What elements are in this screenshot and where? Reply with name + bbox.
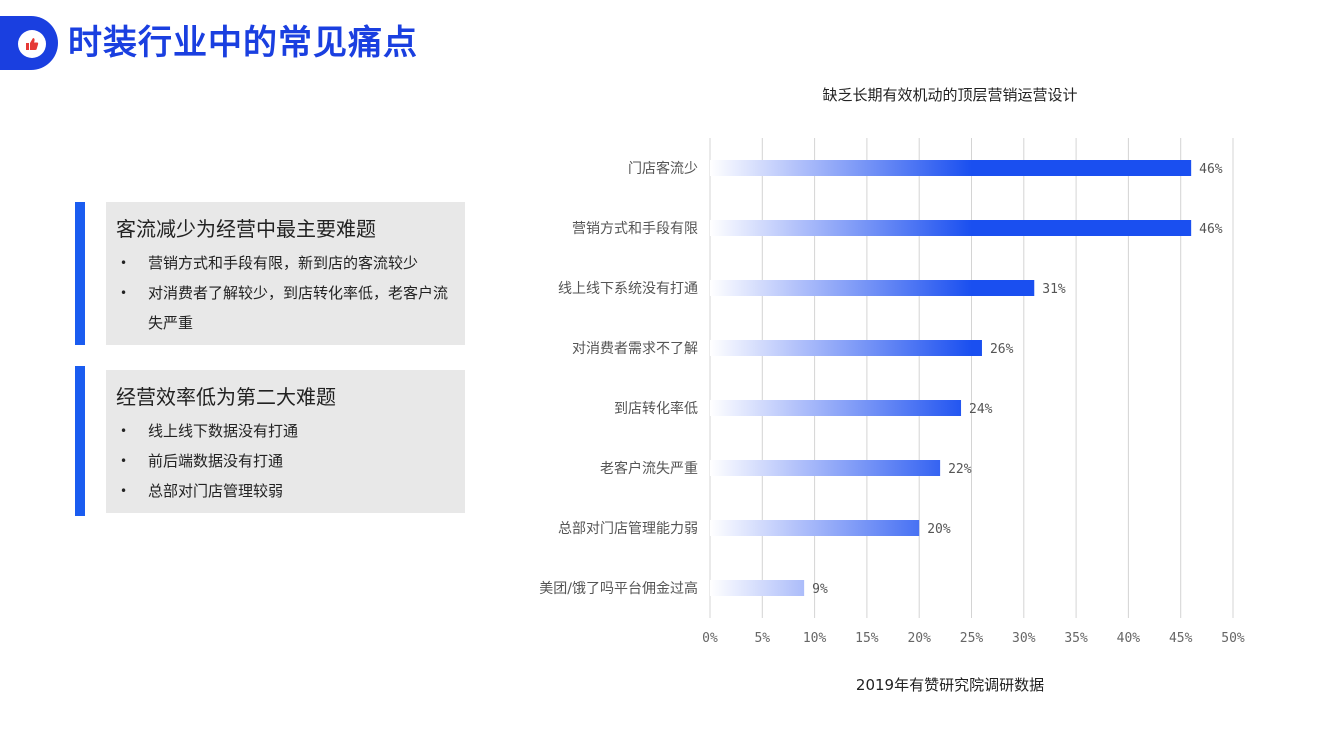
data-label: 20%	[927, 522, 951, 537]
card-title: 经营效率低为第二大难题	[116, 385, 336, 409]
x-tick-label: 45%	[1169, 631, 1193, 646]
category-label: 到店转化率低	[614, 400, 698, 417]
x-tick-label: 35%	[1064, 631, 1088, 646]
category-label: 总部对门店管理能力弱	[558, 521, 698, 537]
category-label: 营销方式和手段有限	[572, 221, 698, 237]
category-label: 老客户流失严重	[600, 460, 698, 477]
x-tick-label: 0%	[702, 631, 718, 646]
bar	[710, 160, 1192, 176]
card-title: 客流减少为经营中最主要难题	[116, 217, 376, 241]
data-label: 22%	[948, 462, 972, 477]
card-bullet: 对消费者了解较少，到店转化率低，老客户流失严重	[116, 278, 465, 338]
x-tick-label: 50%	[1221, 631, 1245, 646]
x-tick-label: 40%	[1117, 631, 1141, 646]
card-accent-bar	[75, 366, 85, 516]
data-label: 26%	[990, 342, 1014, 357]
page-title: 时装行业中的常见痛点	[68, 23, 418, 63]
data-label: 9%	[812, 582, 828, 597]
bar	[710, 220, 1192, 236]
card-bullet: 总部对门店管理较弱	[116, 476, 465, 506]
x-tick-label: 20%	[907, 631, 931, 646]
x-tick-label: 15%	[855, 631, 879, 646]
pain-point-card-2: 经营效率低为第二大难题 线上线下数据没有打通 前后端数据没有打通 总部对门店管理…	[106, 370, 465, 513]
bar	[710, 340, 982, 356]
card-bullet: 前后端数据没有打通	[116, 446, 465, 476]
card-accent-bar	[75, 202, 85, 345]
x-tick-label: 5%	[754, 631, 770, 646]
x-tick-label: 25%	[960, 631, 984, 646]
category-label: 对消费者需求不了解	[572, 341, 698, 357]
bar	[710, 520, 920, 536]
bar	[710, 400, 962, 416]
x-tick-label: 10%	[803, 631, 827, 646]
x-tick-label: 30%	[1012, 631, 1036, 646]
logo-badge	[18, 30, 46, 58]
bar	[710, 460, 941, 476]
chart-source: 2019年有赞研究院调研数据	[855, 676, 1045, 694]
bar	[710, 280, 1035, 296]
data-label: 24%	[969, 402, 993, 417]
card-bullet: 线上线下数据没有打通	[116, 416, 465, 446]
card-bullet: 营销方式和手段有限，新到店的客流较少	[116, 248, 465, 278]
category-label: 线上线下系统没有打通	[558, 280, 698, 297]
data-label: 31%	[1042, 282, 1066, 297]
bar	[710, 580, 805, 596]
pain-point-card-1: 客流减少为经营中最主要难题 营销方式和手段有限，新到店的客流较少 对消费者了解较…	[106, 202, 465, 345]
category-label: 门店客流少	[628, 160, 698, 177]
category-label: 美团/饿了吗平台佣金过高	[539, 580, 698, 597]
data-label: 46%	[1199, 162, 1223, 177]
thumbs-up-icon	[26, 38, 39, 50]
data-label: 46%	[1199, 222, 1223, 237]
chart-title: 缺乏长期有效机动的顶层营销运营设计	[822, 86, 1078, 104]
